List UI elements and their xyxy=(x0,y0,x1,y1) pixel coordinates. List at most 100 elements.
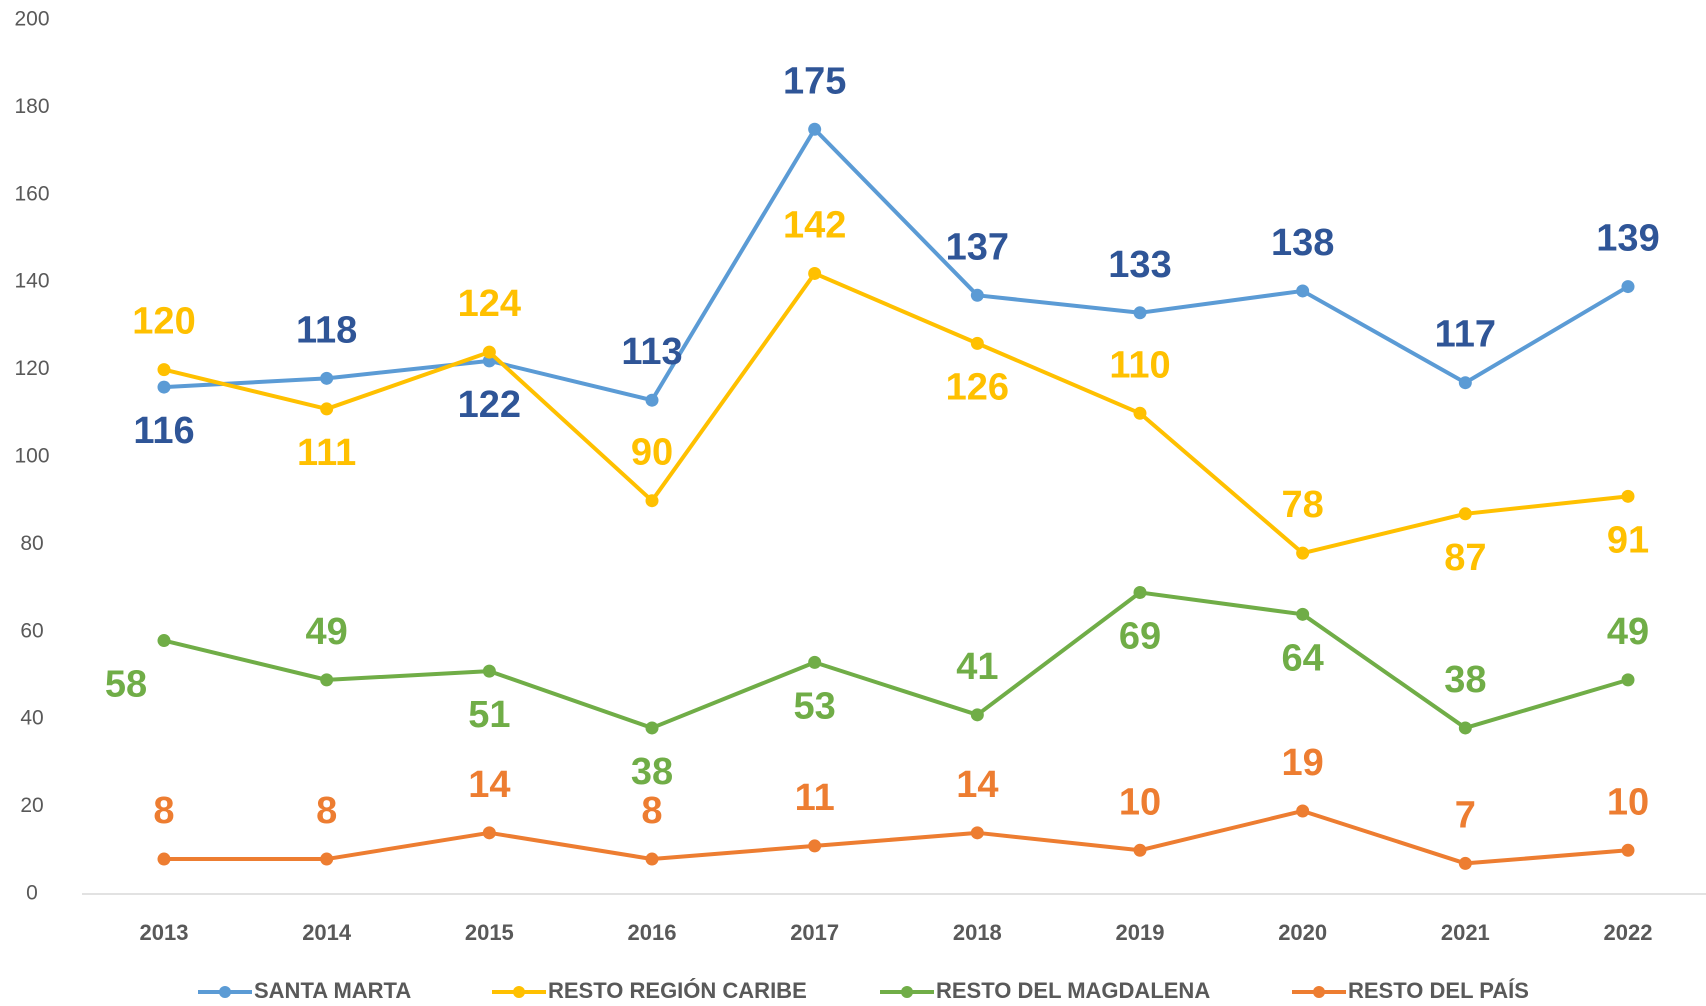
point xyxy=(1133,585,1147,599)
point xyxy=(157,380,171,394)
data-label: 91 xyxy=(1607,519,1649,561)
y-tick-label: 120 xyxy=(14,357,49,380)
data-label: 87 xyxy=(1444,537,1486,579)
x-tick-label: 2014 xyxy=(302,920,352,945)
point xyxy=(970,708,984,722)
legend-marker xyxy=(513,986,525,998)
legend-label: RESTO REGIÓN CARIBE xyxy=(548,978,807,1003)
point xyxy=(1296,804,1310,818)
data-label: 53 xyxy=(794,685,836,727)
data-label: 137 xyxy=(946,226,1009,268)
point xyxy=(645,852,659,866)
point xyxy=(157,634,171,648)
data-label: 49 xyxy=(306,611,348,653)
series-line xyxy=(163,590,1629,730)
point xyxy=(157,852,171,866)
point xyxy=(1621,843,1635,857)
data-label: 49 xyxy=(1607,611,1649,653)
data-label: 116 xyxy=(133,410,194,452)
point xyxy=(645,393,659,407)
series-line xyxy=(163,127,1630,403)
data-label: 113 xyxy=(621,331,682,373)
data-label: 126 xyxy=(946,366,1009,408)
data-label: 117 xyxy=(1435,314,1496,356)
data-label: 19 xyxy=(1282,742,1324,784)
point xyxy=(320,673,334,687)
data-label: 139 xyxy=(1596,218,1659,260)
y-tick-label: 0 xyxy=(26,882,38,905)
y-tick-label: 200 xyxy=(14,8,49,31)
point xyxy=(645,721,659,735)
data-label: 138 xyxy=(1271,222,1334,264)
y-tick-label: 140 xyxy=(14,270,49,293)
legend-marker xyxy=(901,986,913,998)
data-label: 64 xyxy=(1282,637,1324,679)
legend-marker xyxy=(219,986,231,998)
point xyxy=(320,402,334,416)
point xyxy=(1458,856,1472,870)
series-line xyxy=(163,271,1629,556)
data-label: 69 xyxy=(1119,616,1161,658)
data-label: 111 xyxy=(297,432,356,474)
point xyxy=(1296,546,1310,560)
point xyxy=(1133,843,1147,857)
point xyxy=(482,664,496,678)
x-tick-label: 2021 xyxy=(1441,920,1490,945)
y-tick-label: 80 xyxy=(20,532,43,555)
legend-label: RESTO DEL PAÍS xyxy=(1348,978,1529,1003)
point xyxy=(482,826,496,840)
data-label: 133 xyxy=(1108,244,1171,286)
data-label: 10 xyxy=(1607,781,1649,823)
legend-label: RESTO DEL MAGDALENA xyxy=(936,978,1210,1003)
point xyxy=(645,494,659,508)
y-tick-label: 160 xyxy=(14,182,49,205)
series-line xyxy=(164,808,1629,866)
point xyxy=(320,371,334,385)
data-label: 41 xyxy=(956,646,998,688)
point xyxy=(1458,376,1472,390)
data-label: 124 xyxy=(458,283,521,325)
data-label: 11 xyxy=(795,777,835,819)
y-tick-label: 100 xyxy=(14,445,49,468)
data-label: 14 xyxy=(468,764,510,806)
point xyxy=(970,336,984,350)
data-label: 8 xyxy=(316,790,337,832)
data-label: 122 xyxy=(458,384,521,426)
data-label: 120 xyxy=(132,301,195,343)
data-label: 7 xyxy=(1455,794,1476,836)
point xyxy=(157,363,171,377)
y-tick-label: 40 xyxy=(20,707,43,730)
data-label: 110 xyxy=(1109,344,1170,386)
point xyxy=(808,839,822,853)
point xyxy=(808,655,822,669)
y-tick-label: 60 xyxy=(20,619,43,642)
point xyxy=(1133,406,1147,420)
point xyxy=(1621,673,1635,687)
y-tick-label: 20 xyxy=(20,794,43,817)
data-label: 90 xyxy=(631,432,673,474)
x-tick-label: 2013 xyxy=(140,920,189,945)
data-label: 78 xyxy=(1282,484,1324,526)
data-label: 58 xyxy=(105,664,147,706)
y-tick-label: 180 xyxy=(14,95,49,118)
point xyxy=(1458,721,1472,735)
point xyxy=(808,266,822,280)
x-tick-label: 2016 xyxy=(628,920,677,945)
data-label: 38 xyxy=(631,751,673,793)
data-label: 142 xyxy=(783,204,846,246)
point xyxy=(1458,507,1472,521)
point xyxy=(808,122,822,136)
point xyxy=(970,288,984,302)
legend-label: SANTA MARTA xyxy=(254,978,411,1003)
x-tick-label: 2017 xyxy=(790,920,839,945)
point xyxy=(482,345,496,359)
data-label: 175 xyxy=(783,60,846,102)
data-label: 14 xyxy=(956,764,998,806)
data-label: 38 xyxy=(1444,659,1486,701)
data-label: 118 xyxy=(296,309,357,351)
data-label: 8 xyxy=(153,790,174,832)
x-tick-label: 2022 xyxy=(1604,920,1653,945)
legend-marker xyxy=(1313,986,1325,998)
data-label: 8 xyxy=(641,790,662,832)
